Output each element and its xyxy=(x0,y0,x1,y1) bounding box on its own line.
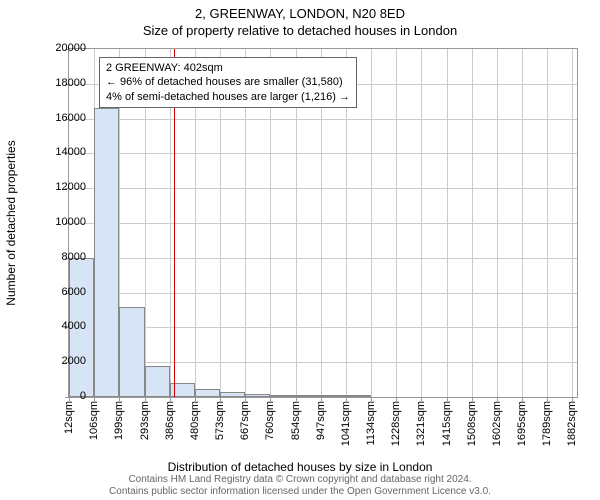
chart-title-address: 2, GREENWAY, LONDON, N20 8ED xyxy=(0,0,600,21)
plot-area: 12sqm106sqm199sqm293sqm386sqm480sqm573sq… xyxy=(68,48,578,398)
x-axis-label: Distribution of detached houses by size … xyxy=(0,460,600,474)
footer-line2: Contains public sector information licen… xyxy=(0,486,600,498)
histogram-bar xyxy=(321,395,346,397)
grid-line-vertical xyxy=(472,49,473,397)
y-axis-label: Number of detached properties xyxy=(4,140,18,305)
ytick-label: 20000 xyxy=(26,42,86,54)
xtick-label: 667sqm xyxy=(239,397,251,440)
ytick-label: 8000 xyxy=(26,251,86,263)
grid-line-vertical xyxy=(371,49,372,397)
ytick-label: 16000 xyxy=(26,112,86,124)
ytick-label: 12000 xyxy=(26,181,86,193)
xtick-label: 293sqm xyxy=(139,397,151,440)
histogram-bar xyxy=(94,108,119,397)
histogram-bar xyxy=(119,307,144,397)
annotation-line-larger: 4% of semi-detached houses are larger (1… xyxy=(106,90,350,104)
histogram-bar xyxy=(245,394,270,397)
grid-line-vertical xyxy=(447,49,448,397)
xtick-label: 199sqm xyxy=(113,397,125,440)
histogram-bar xyxy=(296,395,321,397)
chart-container: 2, GREENWAY, LONDON, N20 8ED Size of pro… xyxy=(0,0,600,500)
annotation-line-smaller: ← 96% of detached houses are smaller (31… xyxy=(106,75,350,89)
annotation-box: 2 GREENWAY: 402sqm ← 96% of detached hou… xyxy=(99,57,357,108)
xtick-label: 1041sqm xyxy=(340,397,352,446)
histogram-bar xyxy=(270,395,295,397)
ytick-label: 0 xyxy=(26,390,86,402)
xtick-label: 480sqm xyxy=(189,397,201,440)
footer-line1: Contains HM Land Registry data © Crown c… xyxy=(0,474,600,486)
xtick-label: 1695sqm xyxy=(516,397,528,446)
xtick-label: 947sqm xyxy=(315,397,327,440)
ytick-label: 10000 xyxy=(26,216,86,228)
xtick-label: 1415sqm xyxy=(441,397,453,446)
xtick-label: 1602sqm xyxy=(491,397,503,446)
histogram-bar xyxy=(346,395,371,397)
xtick-label: 760sqm xyxy=(264,397,276,440)
xtick-label: 1789sqm xyxy=(541,397,553,446)
grid-line-vertical xyxy=(547,49,548,397)
ytick-label: 18000 xyxy=(26,77,86,89)
xtick-label: 1321sqm xyxy=(415,397,427,446)
ytick-label: 2000 xyxy=(26,355,86,367)
xtick-label: 1134sqm xyxy=(365,397,377,445)
xtick-label: 12sqm xyxy=(63,397,75,434)
ytick-label: 6000 xyxy=(26,286,86,298)
grid-line-vertical xyxy=(497,49,498,397)
xtick-label: 106sqm xyxy=(88,397,100,440)
grid-line-vertical xyxy=(396,49,397,397)
xtick-label: 573sqm xyxy=(214,397,226,440)
histogram-bar xyxy=(220,392,245,397)
annotation-line-property: 2 GREENWAY: 402sqm xyxy=(106,61,350,75)
histogram-bar xyxy=(195,389,220,397)
ytick-label: 14000 xyxy=(26,146,86,158)
grid-line-vertical xyxy=(572,49,573,397)
grid-line-vertical xyxy=(421,49,422,397)
footer-attribution: Contains HM Land Registry data © Crown c… xyxy=(0,474,600,498)
xtick-label: 854sqm xyxy=(290,397,302,440)
chart-title-description: Size of property relative to detached ho… xyxy=(0,21,600,38)
histogram-bar xyxy=(145,366,170,397)
xtick-label: 1228sqm xyxy=(390,397,402,446)
grid-line-vertical xyxy=(522,49,523,397)
xtick-label: 1882sqm xyxy=(566,397,578,446)
xtick-label: 1508sqm xyxy=(466,397,478,446)
xtick-label: 386sqm xyxy=(164,397,176,440)
ytick-label: 4000 xyxy=(26,320,86,332)
